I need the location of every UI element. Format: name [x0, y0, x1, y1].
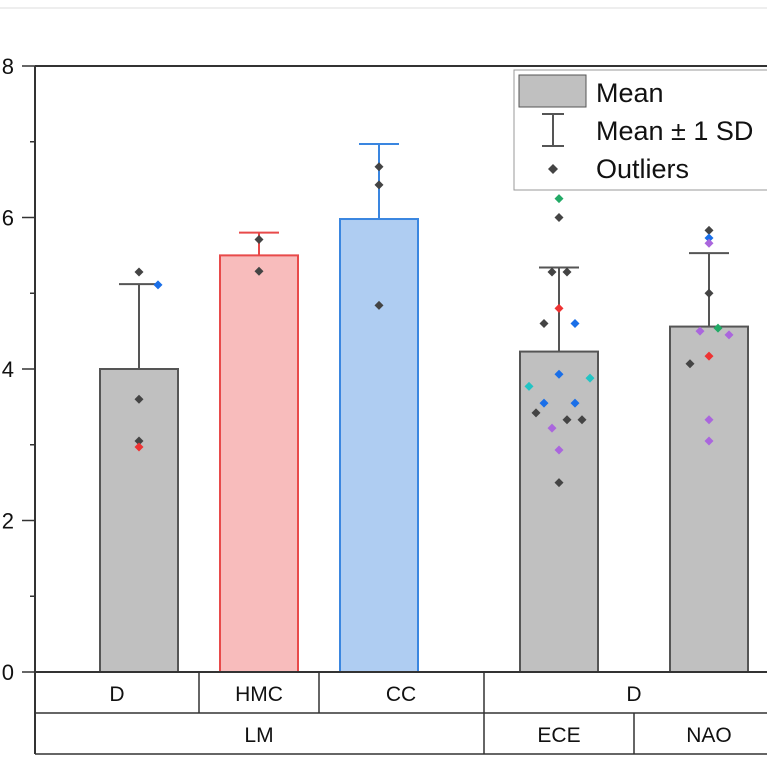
outlier-point	[554, 478, 564, 488]
outlier-point	[153, 280, 163, 290]
outlier-point	[695, 326, 705, 336]
outlier-point	[254, 234, 264, 244]
outlier-point	[562, 415, 572, 425]
outlier-point	[554, 369, 564, 379]
group-label: ECE	[537, 724, 580, 747]
y-tick-label: 6	[2, 206, 14, 231]
outlier-point	[704, 238, 714, 248]
legend-mean-swatch	[518, 74, 587, 108]
outlier-point	[704, 225, 714, 235]
bar-cc	[339, 218, 419, 673]
category-label: D	[626, 683, 641, 706]
outlier-point	[524, 381, 534, 391]
outlier-point	[570, 319, 580, 329]
outlier-point	[554, 213, 564, 222]
outlier-point	[713, 323, 723, 333]
y-tick-label: 8	[2, 54, 14, 79]
legend-sd-label: Mean ± 1 SD	[596, 116, 753, 146]
outlier-point	[547, 423, 557, 433]
outlier-point	[134, 436, 144, 446]
outlier-point	[704, 436, 714, 446]
outlier-point	[724, 330, 734, 340]
outlier-point	[577, 415, 587, 425]
outlier-point	[539, 319, 549, 329]
outlier-point	[531, 408, 541, 418]
y-tick-label: 2	[2, 509, 14, 534]
outlier-point	[374, 180, 384, 190]
group-label: NAO	[686, 724, 732, 747]
outlier-point	[374, 300, 384, 310]
legend-sd-icon	[542, 113, 564, 147]
outlier-point	[539, 398, 549, 408]
outlier-point	[570, 398, 580, 408]
outlier-point	[704, 233, 714, 243]
outlier-point	[562, 267, 572, 277]
outlier-point	[554, 445, 564, 455]
outlier-point	[704, 351, 714, 361]
outlier-point	[554, 303, 564, 313]
outlier-point	[704, 288, 714, 298]
outlier-point	[374, 162, 384, 172]
outlier-point	[134, 394, 144, 404]
category-label: HMC	[235, 683, 283, 706]
bar-d	[99, 368, 179, 673]
bar-nao	[669, 325, 749, 673]
outlier-point	[547, 267, 557, 277]
y-tick-label: 0	[2, 660, 14, 685]
group-label: LM	[244, 724, 273, 747]
outlier-point	[585, 373, 595, 383]
legend-mean-label: Mean	[596, 78, 664, 108]
outlier-point	[134, 267, 144, 277]
category-label: D	[109, 683, 124, 706]
y-tick-label: 4	[2, 357, 14, 382]
category-table: D HMC CC D LM ECE NAO	[35, 671, 767, 755]
outlier-point	[704, 415, 714, 425]
outlier-point	[134, 442, 144, 452]
category-label: CC	[386, 683, 416, 706]
legend-outliers-label: Outliers	[596, 154, 689, 184]
outlier-point	[554, 194, 564, 204]
bar-hmc	[219, 254, 299, 673]
legend-outlier-marker	[548, 164, 558, 174]
outlier-point	[254, 266, 264, 276]
bar-ece	[519, 350, 599, 673]
outlier-point	[685, 359, 695, 369]
legend: Mean Mean ± 1 SD Outliers	[513, 69, 767, 191]
